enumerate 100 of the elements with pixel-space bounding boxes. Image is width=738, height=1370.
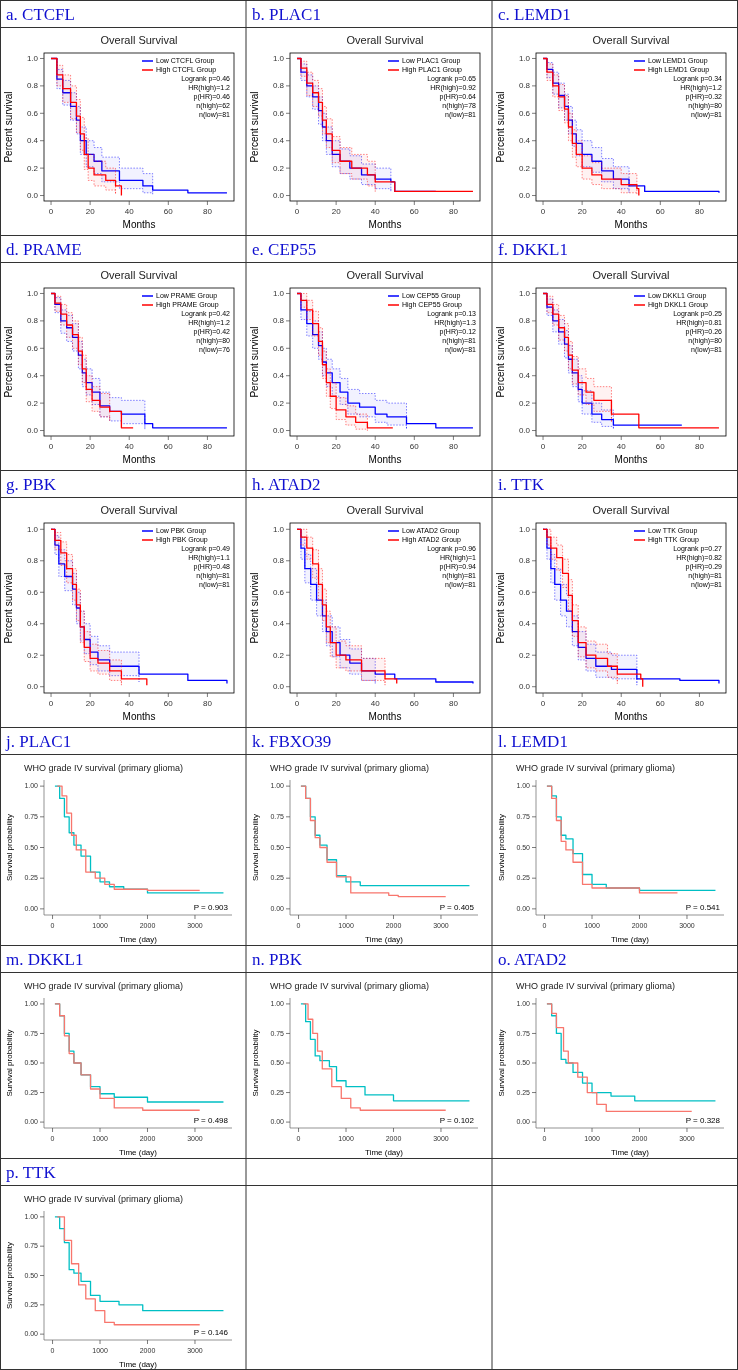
- x-tick-label: 80: [448, 699, 459, 708]
- chart-subtitle: Overall Survival: [100, 34, 178, 46]
- y-tick-label: 0.4: [272, 136, 285, 146]
- chart-title: c. LEMD1: [498, 5, 571, 24]
- chart-title: a. CTCFL: [6, 5, 75, 24]
- chart-subtitle: WHO grade IV survival (primary glioma): [270, 981, 430, 991]
- y-axis-title: Percent survival: [495, 572, 506, 644]
- chart-title: d. PRAME: [6, 240, 82, 259]
- x-axis-title: Months: [122, 711, 156, 722]
- x-tick-label: 40: [124, 442, 135, 451]
- x-tick-label: 80: [448, 442, 459, 451]
- x-tick-label: 40: [616, 442, 627, 451]
- x-axis-title: Months: [122, 219, 156, 230]
- chart-subtitle: WHO grade IV survival (primary glioma): [24, 1194, 184, 1204]
- y-axis-title: Survival probability: [5, 813, 14, 882]
- y-tick-label: 0.6: [518, 343, 531, 353]
- y-tick-label: 0.2: [518, 398, 531, 408]
- chart-title: e. CEP55: [252, 240, 317, 259]
- x-tick-label: 0: [540, 207, 546, 216]
- x-tick-label: 0: [540, 699, 546, 708]
- y-axis-title: Percent survival: [3, 91, 14, 163]
- chart-subtitle: WHO grade IV survival (primary glioma): [24, 981, 184, 991]
- chart-title: m. DKKL1: [6, 950, 84, 969]
- y-tick-label: 0.4: [26, 371, 39, 381]
- x-tick-label: 80: [694, 207, 705, 216]
- y-tick-label: 0.6: [26, 343, 39, 353]
- x-tick-label: 0: [48, 699, 54, 708]
- y-tick-label: 0.2: [272, 163, 285, 173]
- x-tick-label: 40: [616, 699, 627, 708]
- y-axis-title: Percent survival: [249, 91, 260, 163]
- chart-title: k. FBXO39: [252, 732, 332, 751]
- y-axis-title: Percent survival: [249, 326, 260, 398]
- y-axis-title: Survival probability: [251, 1029, 260, 1097]
- annotation: P = 0.498: [193, 1115, 229, 1125]
- x-tick-label: 60: [655, 699, 666, 708]
- x-tick-label: 80: [694, 442, 705, 451]
- y-tick-label: 1.0: [26, 54, 39, 64]
- x-tick-label: 60: [409, 699, 420, 708]
- y-tick-label: 0.8: [272, 81, 285, 91]
- x-tick-label: 20: [85, 699, 96, 708]
- y-tick-label: 0.0: [272, 682, 285, 692]
- x-tick-label: 40: [124, 699, 135, 708]
- x-axis-title: Time (day): [365, 935, 404, 944]
- chart-subtitle: WHO grade IV survival (primary glioma): [516, 981, 676, 991]
- y-tick-label: 0.2: [272, 650, 285, 660]
- chart-subtitle: Overall Survival: [100, 269, 178, 281]
- y-axis-title: Survival probability: [497, 1029, 506, 1097]
- x-axis-title: Months: [368, 219, 402, 230]
- y-tick-label: 1.0: [518, 54, 531, 64]
- y-tick-label: 0.2: [26, 650, 39, 660]
- x-axis-title: Time (day): [365, 1148, 404, 1157]
- y-tick-label: 0.8: [518, 316, 531, 326]
- y-tick-label: 0.6: [272, 108, 285, 118]
- y-tick-label: 0.0: [272, 426, 285, 436]
- y-tick-label: 0.4: [272, 371, 285, 381]
- y-axis-title: Percent survival: [249, 572, 260, 644]
- x-axis-title: Months: [614, 219, 648, 230]
- annotation: P = 0.405: [439, 902, 475, 912]
- x-axis-title: Time (day): [119, 1148, 158, 1157]
- y-axis-title: Survival probability: [5, 1029, 14, 1097]
- x-tick-label: 20: [331, 207, 342, 216]
- x-tick-label: 0: [540, 442, 546, 451]
- x-tick-label: 60: [409, 442, 420, 451]
- y-tick-label: 1.0: [272, 289, 285, 299]
- y-tick-label: 0.0: [26, 191, 39, 201]
- chart-title: b. PLAC1: [252, 5, 321, 24]
- chart-subtitle: Overall Survival: [346, 34, 424, 46]
- x-tick-label: 60: [163, 207, 174, 216]
- chart-subtitle: WHO grade IV survival (primary glioma): [270, 763, 430, 773]
- y-tick-label: 0.8: [518, 81, 531, 91]
- y-tick-label: 1.0: [26, 524, 39, 534]
- y-tick-label: 0.6: [26, 108, 39, 118]
- y-tick-label: 1.0: [518, 524, 531, 534]
- x-tick-label: 40: [124, 207, 135, 216]
- x-tick-label: 40: [370, 699, 381, 708]
- x-axis-title: Time (day): [119, 1360, 158, 1369]
- y-tick-label: 0.4: [518, 619, 531, 629]
- y-tick-label: 1.0: [26, 289, 39, 299]
- y-tick-label: 0.8: [26, 81, 39, 91]
- y-tick-label: 0.8: [272, 316, 285, 326]
- y-tick-label: 0.4: [26, 619, 39, 629]
- x-tick-label: 20: [331, 442, 342, 451]
- y-tick-label: 0.2: [518, 650, 531, 660]
- y-tick-label: 1.0: [272, 524, 285, 534]
- y-tick-label: 0.0: [518, 191, 531, 201]
- chart-subtitle: Overall Survival: [100, 504, 178, 516]
- chart-title: p. TTK: [6, 1163, 57, 1182]
- y-tick-label: 0.0: [272, 191, 285, 201]
- y-tick-label: 0.6: [26, 587, 39, 597]
- x-tick-label: 0: [294, 699, 300, 708]
- x-tick-label: 0: [294, 207, 300, 216]
- y-axis-title: Percent survival: [3, 572, 14, 644]
- x-tick-label: 80: [202, 442, 213, 451]
- x-tick-label: 20: [331, 699, 342, 708]
- y-tick-label: 0.2: [26, 163, 39, 173]
- annotation: P = 0.102: [439, 1115, 475, 1125]
- x-axis-title: Months: [614, 711, 648, 722]
- y-axis-title: Survival probability: [5, 1241, 14, 1310]
- x-tick-label: 20: [85, 207, 96, 216]
- x-axis-title: Months: [614, 454, 648, 465]
